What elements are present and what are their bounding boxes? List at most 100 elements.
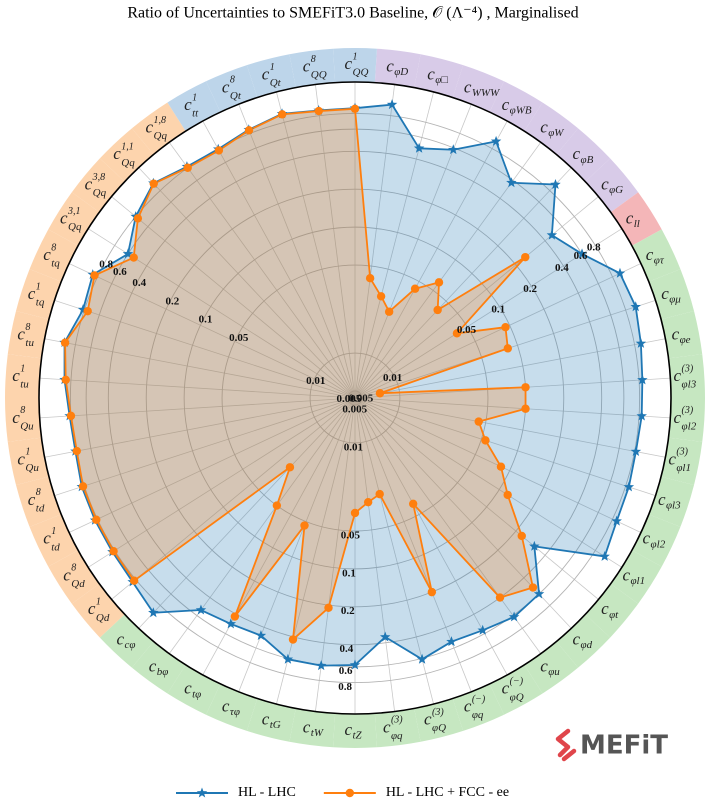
category-sub: φq xyxy=(391,730,403,742)
group-band xyxy=(7,437,49,486)
category-sub: φl2 xyxy=(651,538,666,550)
category-sub: φu xyxy=(548,666,560,678)
category-label: c Qd 1 xyxy=(88,597,110,624)
marker xyxy=(506,177,517,188)
marker xyxy=(92,515,101,524)
r-tick-label: 0.05 xyxy=(229,332,249,344)
group-band xyxy=(15,476,62,527)
group-band xyxy=(452,65,505,113)
r-tick-label: 0.4 xyxy=(340,643,354,655)
marker xyxy=(214,146,224,155)
spoke xyxy=(354,228,623,399)
category-base: c xyxy=(222,697,230,716)
marker xyxy=(495,593,505,602)
marker xyxy=(386,99,398,110)
category-base: c xyxy=(63,565,71,584)
category-sub: φl1 xyxy=(676,462,691,474)
category-sub: φd xyxy=(581,639,593,651)
category-sub: φμ xyxy=(669,294,681,306)
spoke xyxy=(202,120,356,399)
marker xyxy=(533,588,545,599)
marker xyxy=(446,636,457,647)
category-base: c xyxy=(502,95,510,114)
marker xyxy=(576,248,588,259)
category-sup: (3) xyxy=(682,405,694,416)
category-label: c φQ (3) xyxy=(424,707,446,734)
logo-text: MEFiT xyxy=(580,731,668,761)
group-band xyxy=(131,102,186,155)
category-base: c xyxy=(222,77,230,96)
category-label: c φq (−) xyxy=(464,694,486,721)
marker xyxy=(503,490,512,500)
category-base: c xyxy=(262,709,270,728)
category-sub: tu xyxy=(20,379,29,391)
spoke xyxy=(354,120,508,399)
grid-circle xyxy=(309,352,401,444)
marker xyxy=(637,374,648,385)
category-base: c xyxy=(464,77,472,96)
category-label: c φD xyxy=(386,57,408,79)
marker xyxy=(350,508,360,518)
marker xyxy=(474,417,483,426)
category-sub: cφ xyxy=(125,639,136,651)
group-band xyxy=(661,310,703,359)
marker xyxy=(83,306,92,316)
legend-marker xyxy=(345,788,355,798)
group-band xyxy=(414,54,464,98)
category-sup: 1 xyxy=(25,447,30,458)
spoke xyxy=(111,397,356,600)
marker xyxy=(90,271,99,280)
category-label: c φG xyxy=(601,175,623,197)
category-label: c φQ (−) xyxy=(502,676,524,703)
category-sub: Qq xyxy=(154,130,168,142)
spoke xyxy=(354,397,666,458)
category-base: c xyxy=(573,630,581,649)
category-sub: φl2 xyxy=(682,420,697,432)
category-sub: tq xyxy=(36,297,45,309)
category-label: c tu 8 xyxy=(17,322,34,349)
group-band xyxy=(585,583,639,638)
category-label: c φl3 xyxy=(658,490,681,512)
category-sub: tZ xyxy=(353,730,363,742)
category-sub: φQ xyxy=(510,691,524,703)
marker xyxy=(66,411,76,421)
category-base: c xyxy=(28,490,36,509)
marker xyxy=(410,284,420,293)
marker xyxy=(529,540,540,551)
category-base: c xyxy=(601,599,609,618)
marker xyxy=(630,446,642,457)
group-band xyxy=(333,48,377,83)
category-sup: (−) xyxy=(472,694,486,705)
group-band xyxy=(71,583,125,638)
category-base: c xyxy=(427,64,435,83)
spoke xyxy=(354,263,642,399)
marker xyxy=(78,482,88,491)
category-sup: 3,1 xyxy=(67,206,81,217)
category-base: c xyxy=(43,529,51,548)
category-base: c xyxy=(661,284,669,303)
category-sub: φD xyxy=(394,66,408,78)
marker xyxy=(300,521,309,530)
marker xyxy=(148,607,159,618)
marker xyxy=(324,603,333,612)
legend-label: HL - LHC xyxy=(238,785,296,800)
category-sub: QQ xyxy=(353,67,369,79)
category-label: c φB xyxy=(573,144,594,166)
marker xyxy=(363,497,373,507)
group-band xyxy=(289,708,336,748)
category-sub: Qd xyxy=(71,578,85,590)
category-base: c xyxy=(184,679,192,698)
r-tick-label: 0.01 xyxy=(306,375,325,387)
category-label: c tq 8 xyxy=(43,242,60,269)
legend-marker xyxy=(196,787,208,798)
group-band xyxy=(610,192,662,246)
category-base: c xyxy=(573,144,581,163)
marker xyxy=(349,659,361,670)
group-band xyxy=(289,48,336,88)
marker xyxy=(503,344,513,353)
group-band xyxy=(489,81,543,132)
grid-circle xyxy=(221,264,489,532)
group-band xyxy=(15,269,62,320)
category-sub: Qu xyxy=(25,462,39,474)
category-base: c xyxy=(303,717,311,736)
